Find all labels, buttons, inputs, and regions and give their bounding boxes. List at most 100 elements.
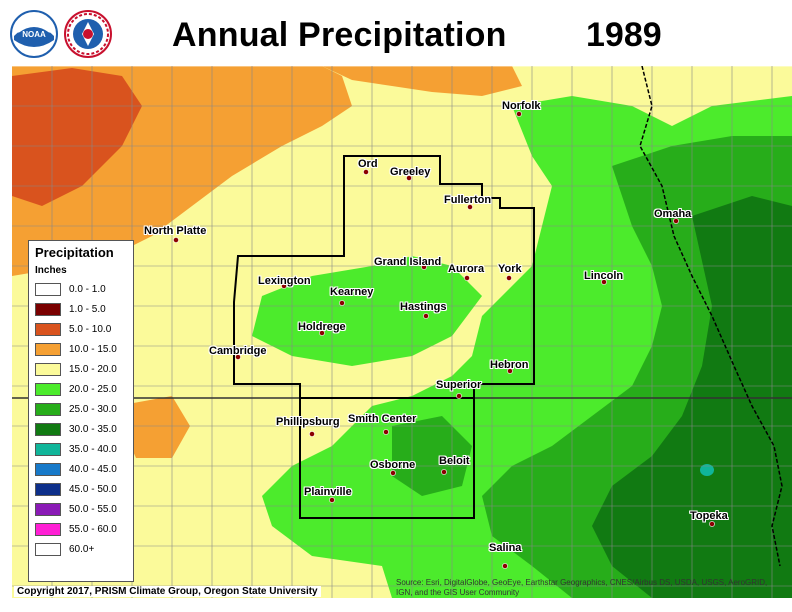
legend-item: 0.0 - 1.0 <box>35 283 131 297</box>
legend-swatch <box>35 483 61 496</box>
svg-text:NOAA: NOAA <box>22 30 46 39</box>
city-markers <box>173 111 715 569</box>
city-label: Greeley <box>390 166 431 178</box>
noaa-logo: NOAA <box>10 10 58 58</box>
legend-swatch <box>35 443 61 456</box>
legend-item: 45.0 - 50.0 <box>35 483 131 497</box>
legend-item: 30.0 - 35.0 <box>35 423 131 437</box>
city-label: Fullerton <box>444 194 492 206</box>
legend-swatch <box>35 403 61 416</box>
city-marker <box>421 264 427 270</box>
legend-label: 1.0 - 5.0 <box>69 304 106 315</box>
city-marker <box>506 275 512 281</box>
city-label: York <box>498 263 522 275</box>
city-label: Ord <box>358 158 378 170</box>
city-label: Aurora <box>448 263 485 275</box>
city-label: Lexington <box>258 275 311 287</box>
legend-swatch <box>35 523 61 536</box>
city-label: Grand Island <box>374 256 442 268</box>
city-marker <box>516 111 522 117</box>
legend-swatch <box>35 363 61 376</box>
legend-units: Inches <box>35 265 67 276</box>
legend-label: 60.0+ <box>69 544 95 555</box>
legend-label: 0.0 - 1.0 <box>69 284 106 295</box>
city-marker <box>329 497 335 503</box>
legend-swatch <box>35 343 61 356</box>
city-marker <box>464 275 470 281</box>
city-marker <box>406 175 412 181</box>
legend-item: 55.0 - 60.0 <box>35 523 131 537</box>
city-label: Phillipsburg <box>276 416 340 428</box>
city-label: Hastings <box>400 301 447 313</box>
city-marker <box>456 393 462 399</box>
city-label: Holdrege <box>298 321 346 333</box>
legend-item: 60.0+ <box>35 543 131 557</box>
legend-label: 45.0 - 50.0 <box>69 484 117 495</box>
legend-swatch <box>35 423 61 436</box>
city-label: Lincoln <box>584 270 624 282</box>
legend-label: 30.0 - 35.0 <box>69 424 117 435</box>
map-title: Annual Precipitation <box>172 16 507 54</box>
nws-logo <box>64 10 112 58</box>
city-marker <box>363 169 369 175</box>
legend-item: 15.0 - 20.0 <box>35 363 131 377</box>
legend-label: 25.0 - 30.0 <box>69 404 117 415</box>
city-label: Kearney <box>330 286 374 298</box>
source-text: Source: Esri, DigitalGlobe, GeoEye, Eart… <box>396 578 768 597</box>
legend-label: 10.0 - 15.0 <box>69 344 117 355</box>
header: NOAA Annual Precipitation 1989 <box>0 0 792 64</box>
city-marker <box>467 204 473 210</box>
legend-title: Precipitation <box>35 245 114 260</box>
precipitation-map[interactable]: Norfolk Ord Greeley Fullerton Omaha North Pla… <box>12 66 792 598</box>
orange-region-southwest <box>124 396 190 458</box>
copyright-text: Copyright 2017, PRISM Climate Group, Ore… <box>14 586 321 597</box>
city-label: Cambridge <box>209 345 267 357</box>
legend-swatch <box>35 463 61 476</box>
nebraska-cwa-boundary <box>233 155 535 399</box>
legend-item: 25.0 - 30.0 <box>35 403 131 417</box>
legend-swatch <box>35 323 61 336</box>
city-label: Beloit <box>439 455 470 467</box>
kansas-cwa-boundary <box>299 397 475 519</box>
legend-swatch <box>35 503 61 516</box>
city-label: Omaha <box>654 208 692 220</box>
legend-item: 5.0 - 10.0 <box>35 323 131 337</box>
legend: Precipitation Inches 0.0 - 1.0 1.0 - 5.0 5… <box>28 240 134 582</box>
legend-swatch <box>35 283 61 296</box>
teal-spot <box>700 464 714 476</box>
city-marker <box>235 354 241 360</box>
legend-label: 55.0 - 60.0 <box>69 524 117 535</box>
city-label: North Platte <box>144 225 207 237</box>
map-year: 1989 <box>586 16 662 54</box>
city-label: Hebron <box>490 359 529 371</box>
legend-label: 40.0 - 45.0 <box>69 464 117 475</box>
legend-item: 20.0 - 25.0 <box>35 383 131 397</box>
legend-item: 35.0 - 40.0 <box>35 443 131 457</box>
red-region-northwest <box>12 68 142 206</box>
city-marker <box>173 237 179 243</box>
city-marker <box>383 429 389 435</box>
green-region-central <box>252 256 482 366</box>
city-label: Superior <box>436 379 482 391</box>
legend-label: 15.0 - 20.0 <box>69 364 117 375</box>
map-svg <box>12 66 792 598</box>
city-marker <box>601 279 607 285</box>
city-label: Salina <box>489 542 522 554</box>
legend-swatch <box>35 543 61 556</box>
city-marker <box>507 368 513 374</box>
legend-label: 5.0 - 10.0 <box>69 324 112 335</box>
legend-swatch <box>35 303 61 316</box>
legend-item: 50.0 - 55.0 <box>35 503 131 517</box>
city-marker <box>441 469 447 475</box>
missouri-river <box>639 66 783 567</box>
legend-label: 20.0 - 25.0 <box>69 384 117 395</box>
legend-label: 50.0 - 55.0 <box>69 504 117 515</box>
legend-label: 35.0 - 40.0 <box>69 444 117 455</box>
city-marker <box>502 563 508 569</box>
legend-item: 40.0 - 45.0 <box>35 463 131 477</box>
city-marker <box>673 218 679 224</box>
city-label: Plainville <box>304 486 352 498</box>
city-marker <box>319 330 325 336</box>
city-marker <box>309 431 315 437</box>
legend-item: 1.0 - 5.0 <box>35 303 131 317</box>
